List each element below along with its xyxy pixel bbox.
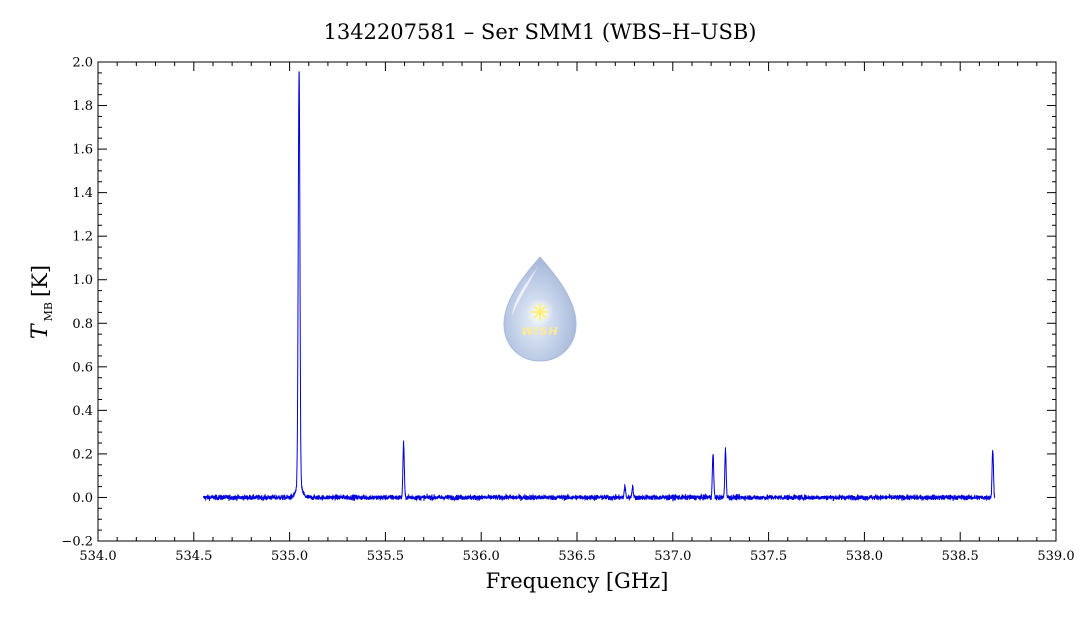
- wish-logo: WISH: [503, 256, 577, 362]
- wish-logo-highlight: [512, 266, 538, 316]
- y-tick-label: −0.2: [61, 535, 93, 550]
- y-tick-label: 2.0: [72, 56, 93, 71]
- y-tick-label: 0.8: [72, 317, 93, 332]
- x-tick-label: 538.5: [942, 549, 979, 564]
- y-tick-label: 0.4: [72, 404, 93, 419]
- tick-marks: [97, 61, 1057, 542]
- x-tick-label: 534.0: [79, 549, 116, 564]
- star-icon: [531, 303, 549, 321]
- x-tick-label: 538.0: [846, 549, 883, 564]
- y-axis-label-symbol: T: [28, 322, 53, 339]
- y-tick-label: 1.6: [72, 143, 93, 158]
- y-axis-label-subscript: MB: [42, 302, 55, 321]
- y-axis-label: TMB [K]: [28, 265, 55, 339]
- y-tick-label: 0.6: [72, 360, 93, 375]
- x-tick-label: 536.0: [463, 549, 500, 564]
- y-tick-label: 1.4: [72, 186, 93, 201]
- x-tick-label: 536.5: [558, 549, 595, 564]
- y-tick-label: 1.2: [72, 230, 93, 245]
- x-tick-label: 535.5: [367, 549, 404, 564]
- x-axis-label: Frequency [GHz]: [486, 569, 669, 593]
- y-axis-label-unit: [K]: [28, 265, 52, 297]
- svg-text:TMB[K]: TMB [K]: [28, 265, 55, 339]
- chart-title: 1342207581 – Ser SMM1 (WBS–H–USB): [323, 20, 756, 44]
- y-tick-label: 0.2: [72, 447, 93, 462]
- y-tick-label: 1.0: [72, 273, 93, 288]
- plot-frame: [97, 61, 1057, 542]
- wish-logo-text: WISH: [521, 325, 558, 338]
- x-tick-label: 534.5: [175, 549, 212, 564]
- y-tick-labels: −0.2 0.0 0.2 0.4 0.6 0.8 1.0 1.2 1.4 1.6 1.8 2.0: [61, 56, 93, 550]
- spectrum-series-line: [202, 71, 996, 502]
- x-tick-label: 535.0: [271, 549, 308, 564]
- x-tick-label: 537.0: [654, 549, 691, 564]
- x-tick-labels: 534.0 534.5 535.0 535.5 536.0 536.5 537.0 537.5…: [79, 549, 1074, 564]
- y-tick-label: 0.0: [72, 491, 93, 506]
- x-tick-label: 537.5: [750, 549, 787, 564]
- y-tick-label: 1.8: [72, 99, 93, 114]
- x-tick-label: 539.0: [1037, 549, 1074, 564]
